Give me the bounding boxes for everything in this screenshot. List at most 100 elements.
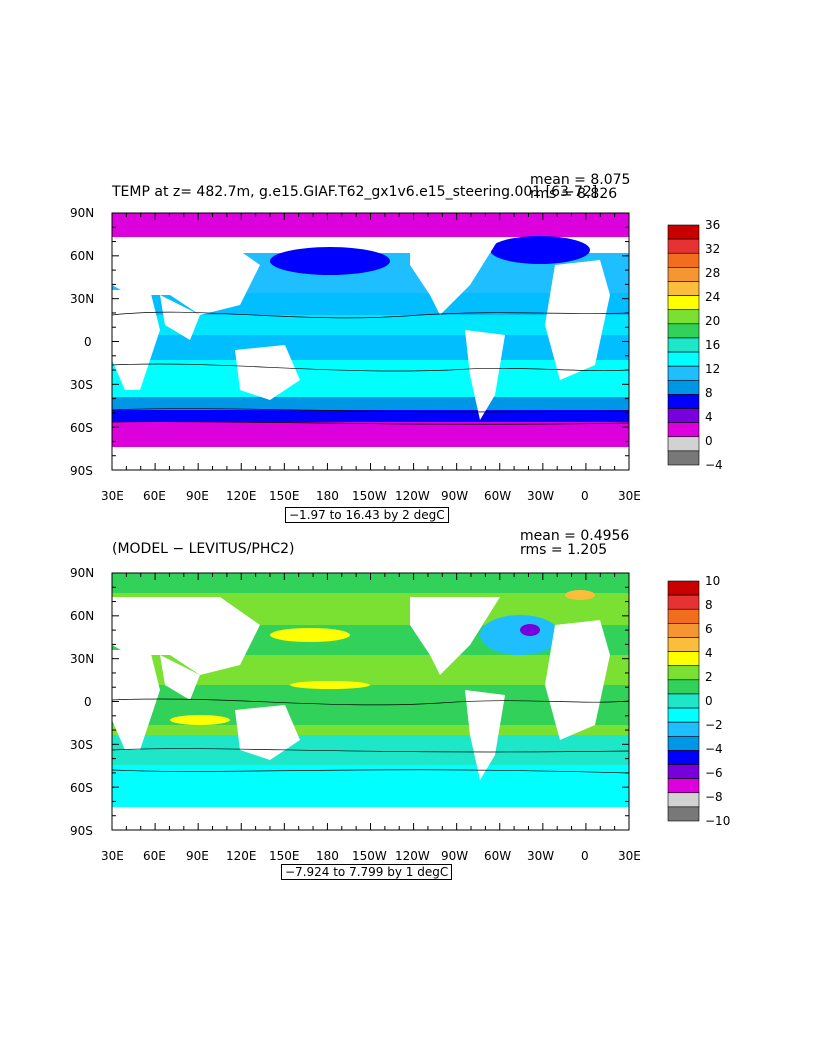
lon-label: 150W <box>352 849 387 863</box>
lon-label: 90E <box>186 489 209 503</box>
contour-line <box>112 408 629 413</box>
colorbar-swatch <box>667 267 700 282</box>
lon-label: 60W <box>484 849 512 863</box>
india-land <box>160 655 200 700</box>
difference-map-plot <box>111 572 700 831</box>
colorbar-label: −2 <box>705 718 723 732</box>
colorbar-swatch <box>667 750 700 765</box>
colorbar-label: 4 <box>705 646 713 660</box>
contour-line <box>112 748 629 753</box>
colorbar-swatch <box>667 693 700 709</box>
lon-label: 180 <box>316 849 339 863</box>
rms-stat: rms = 8.826 <box>530 186 618 202</box>
colorbar-label: 8 <box>705 598 713 612</box>
lat-label: 90S <box>70 464 93 478</box>
contour-line <box>112 311 629 319</box>
south-band <box>112 735 629 765</box>
colorbar-label: 10 <box>705 574 721 588</box>
colorbar-swatch <box>667 764 700 779</box>
colorbar-swatch <box>667 422 700 438</box>
colorbar-swatch <box>667 580 700 596</box>
eurasia-land <box>112 237 260 315</box>
colorbar-swatch <box>667 721 700 737</box>
lat-label: 60N <box>70 249 95 263</box>
colorbar-label: 36 <box>705 218 721 232</box>
contour-line <box>112 421 629 425</box>
colorbar-swatch <box>667 408 700 423</box>
colorbar-label: 24 <box>705 290 721 304</box>
lon-label: 30E <box>618 849 641 863</box>
lat-label: 0 <box>84 695 92 709</box>
colorbar-label: −4 <box>705 742 723 756</box>
colorbar-label: 0 <box>705 694 713 708</box>
positive-anomaly <box>170 715 230 725</box>
lon-label: 90E <box>186 849 209 863</box>
lat-label: 60N <box>70 609 95 623</box>
colorbar-swatch <box>667 351 700 367</box>
colorbar-swatch <box>667 224 700 240</box>
south-america-land <box>465 690 505 780</box>
lon-label: 120W <box>395 849 430 863</box>
colorbar-label: 16 <box>705 338 721 352</box>
colorbar-swatch <box>667 365 700 381</box>
axis-ticks <box>111 572 630 831</box>
rms-stat: rms = 1.205 <box>520 542 608 558</box>
colorbar <box>667 580 700 822</box>
lon-label: 30E <box>101 489 124 503</box>
lon-label: 90W <box>441 849 469 863</box>
africa-land <box>112 650 160 750</box>
subtropical-band <box>112 315 629 335</box>
lat-label: 90S <box>70 824 93 838</box>
south-subtropical-band <box>112 360 629 400</box>
lat-label: 90N <box>70 566 95 580</box>
lon-label: 30E <box>618 489 641 503</box>
southern-ocean-band <box>112 422 629 447</box>
lon-label: 180 <box>316 489 339 503</box>
colorbar-swatch <box>667 394 700 409</box>
difference-map-panel: (MODEL − LEVITUS/PHC2) mean = 0.4956 rms… <box>0 525 818 885</box>
lat-label: 60S <box>70 781 93 795</box>
colorbar-swatch <box>667 295 700 311</box>
contour-range-label: −7.924 to 7.799 by 1 degC <box>281 864 453 880</box>
map-title: TEMP at z= 482.7m, g.e15.GIAF.T62_gx1v6.… <box>112 184 598 200</box>
lon-label: 30E <box>101 849 124 863</box>
colorbar-swatch <box>667 337 700 353</box>
map-title: (MODEL − LEVITUS/PHC2) <box>112 541 295 557</box>
colorbar-swatch <box>667 309 700 325</box>
eurasia-land <box>112 597 260 675</box>
colorbar-label: −4 <box>705 458 723 472</box>
lat-label: 0 <box>84 335 92 349</box>
colorbar-swatch <box>667 436 700 452</box>
lat-label: 90N <box>70 206 95 220</box>
contour-line <box>112 363 629 372</box>
lat-label: 30N <box>70 652 95 666</box>
axis-ticks <box>111 212 630 471</box>
north-atlantic-cold <box>490 236 590 264</box>
colorbar-swatch <box>667 379 700 395</box>
colorbar-swatch <box>667 679 700 695</box>
australia-land <box>235 705 300 760</box>
colorbar-swatch <box>667 792 700 808</box>
colorbar-swatch <box>667 637 700 652</box>
difference-field <box>112 573 629 830</box>
colorbar-label: −8 <box>705 790 723 804</box>
colorbar-label: 28 <box>705 266 721 280</box>
lon-label: 30W <box>527 489 555 503</box>
colorbar-swatch <box>667 806 700 822</box>
colorbar-label: −6 <box>705 766 723 780</box>
colorbar-swatch <box>667 651 700 667</box>
colorbar-swatch <box>667 323 700 339</box>
lat-label: 60S <box>70 421 93 435</box>
colorbar-swatch <box>667 623 700 638</box>
africa-east-land <box>545 620 610 740</box>
mean-stat: mean = 8.075 <box>530 172 631 188</box>
colorbar-label: −10 <box>705 814 731 828</box>
lon-label: 150E <box>269 489 300 503</box>
positive-anomaly <box>290 681 370 689</box>
lon-label: 120W <box>395 489 430 503</box>
north-america-land <box>410 597 500 675</box>
lon-label: 60E <box>143 489 166 503</box>
lat-label: 30S <box>70 738 93 752</box>
contour-line <box>112 769 629 774</box>
lon-label: 0 <box>581 489 589 503</box>
